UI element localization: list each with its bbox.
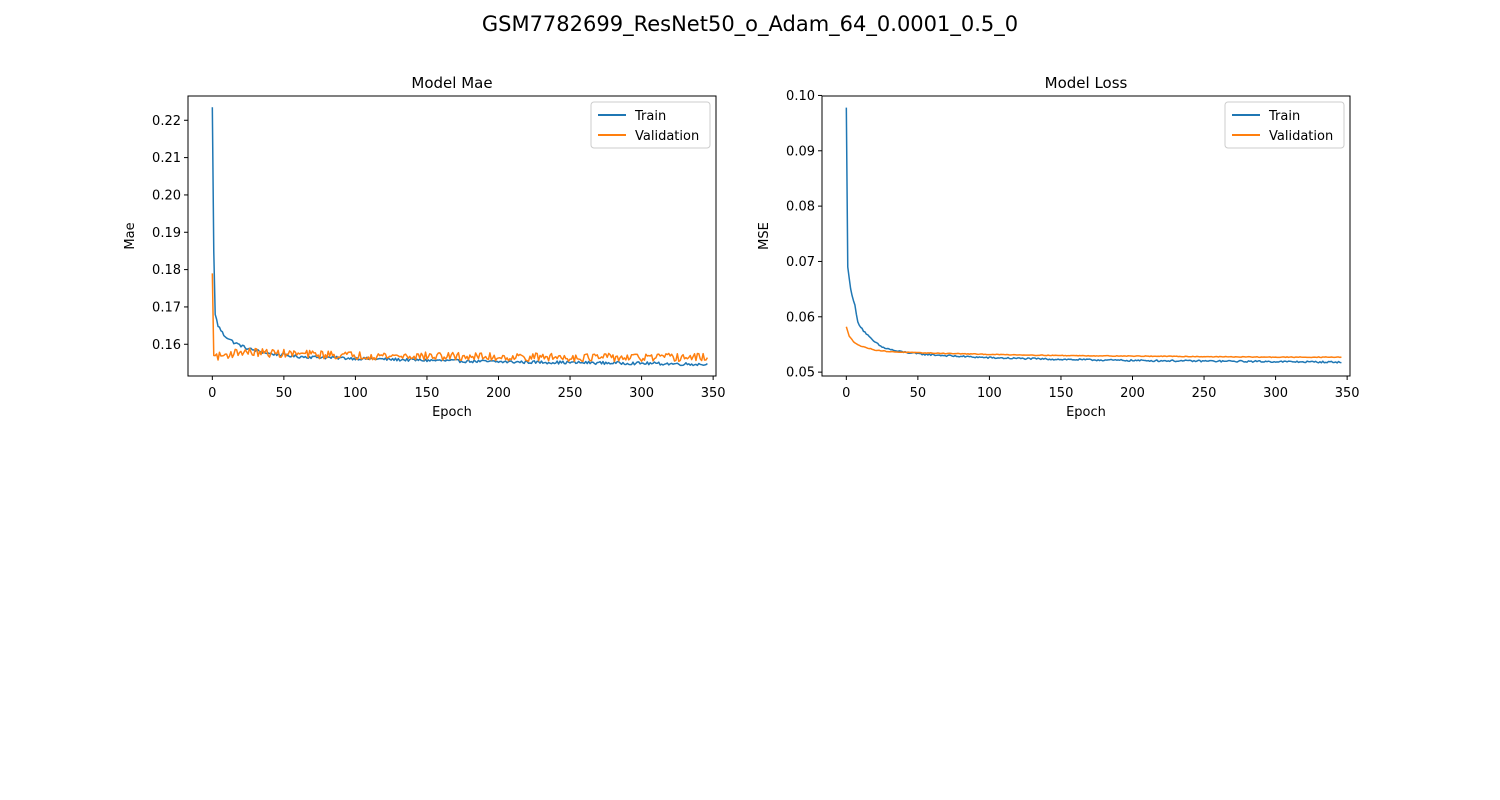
y-tick-label: 0.10: [786, 89, 815, 104]
legend-box: [1224, 101, 1345, 149]
plot-frame: [821, 95, 1351, 377]
x-tick-label: 150: [415, 386, 440, 401]
series-line-train: [845, 107, 1342, 364]
plot-frame: [187, 95, 717, 377]
x-tick-label: 0: [208, 386, 216, 401]
x-axis-label: Epoch: [432, 405, 472, 420]
legend-box: [590, 101, 711, 149]
x-tick-label: 100: [343, 386, 368, 401]
figure-title: GSM7782699_ResNet50_o_Adam_64_0.0001_0.5…: [481, 12, 1019, 36]
y-axis-label: MSE: [757, 222, 772, 250]
y-tick-label: 0.16: [152, 338, 181, 353]
legend: Train Validation: [1224, 101, 1345, 149]
x-tick-label: 100: [977, 386, 1002, 401]
y-tick-label: 0.19: [152, 226, 181, 241]
chart-loss: Model Loss 0 50 100 150 200 250 300 350 0.05 0.06 0…: [757, 74, 1360, 420]
x-tick-label: 0: [842, 386, 850, 401]
series-line-validation: [845, 326, 1342, 359]
legend-label-validation: Validation: [635, 129, 699, 144]
y-tick-label: 0.05: [786, 366, 815, 381]
y-tick-label: 0.17: [152, 300, 181, 315]
legend-label-train: Train: [634, 109, 666, 124]
legend-label-validation: Validation: [1269, 129, 1333, 144]
x-tick-label: 250: [558, 386, 583, 401]
series-line-train: [211, 107, 708, 367]
x-tick-label: 350: [1335, 386, 1360, 401]
x-tick-label: 350: [701, 386, 726, 401]
x-tick-label: 150: [1049, 386, 1074, 401]
chart-title: Model Mae: [411, 74, 492, 92]
x-tick-label: 200: [1120, 386, 1145, 401]
legend-label-train: Train: [1268, 109, 1300, 124]
y-tick-label: 0.08: [786, 200, 815, 215]
x-tick-label: 300: [629, 386, 654, 401]
y-tick-label: 0.07: [786, 255, 815, 270]
y-tick-label: 0.22: [152, 114, 181, 129]
chart-mae: Model Mae 0 50 100 150 200 250 300 350 0.16 0.17 0.…: [123, 74, 726, 420]
x-tick-label: 250: [1192, 386, 1217, 401]
x-tick-label: 200: [486, 386, 511, 401]
y-tick-label: 0.18: [152, 263, 181, 278]
x-tick-label: 50: [910, 386, 927, 401]
y-tick-label: 0.06: [786, 310, 815, 325]
chart-title: Model Loss: [1045, 74, 1128, 92]
y-axis-label: Mae: [123, 222, 138, 249]
y-tick-label: 0.21: [152, 151, 181, 166]
y-tick-label: 0.20: [152, 188, 181, 203]
series-line-validation: [211, 273, 709, 363]
x-tick-label: 50: [276, 386, 293, 401]
legend: Train Validation: [590, 101, 711, 149]
x-tick-label: 300: [1263, 386, 1288, 401]
x-axis-label: Epoch: [1066, 405, 1106, 420]
y-tick-label: 0.09: [786, 144, 815, 159]
